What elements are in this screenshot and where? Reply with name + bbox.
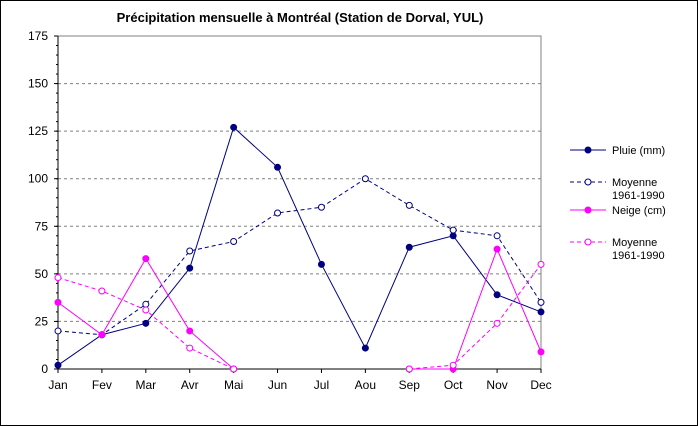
y-tick-label: 175 (28, 29, 48, 43)
data-point (230, 365, 238, 373)
data-point (54, 327, 62, 335)
x-tick-label: Oct (444, 378, 463, 392)
data-point (186, 327, 194, 335)
data-point (449, 361, 457, 369)
series-line (409, 247, 542, 370)
legend-item-2: Neige (cm) (570, 205, 666, 217)
series-line (57, 178, 542, 336)
legend: Pluie (mm) Moyenne 1961-1990 Neige (cm) Moye… (570, 145, 666, 262)
x-tick-label: Mai (224, 378, 243, 392)
x-tick-label: Fev (92, 378, 112, 392)
data-point (449, 226, 457, 234)
data-point (493, 291, 501, 299)
data-point (274, 163, 282, 171)
series-3 (54, 260, 545, 373)
data-point (493, 319, 501, 327)
data-point (537, 260, 545, 268)
legend-item-1: Moyenne 1961-1990 (570, 177, 665, 202)
legend-label: Neige (cm) (612, 205, 666, 217)
legend-marker (584, 146, 592, 154)
y-tick-label: 50 (35, 267, 49, 281)
x-tick-label: Jun (268, 378, 287, 392)
y-tick-label: 150 (28, 77, 48, 91)
x-tick-label: Dec (530, 378, 551, 392)
axes: 0 25 50 75 100 125 150 175 Jan Fev Mar Avr Mai Jun Jul… (28, 29, 552, 392)
x-tick-label: Aou (355, 378, 376, 392)
series-1 (54, 175, 545, 339)
data-point (405, 365, 413, 373)
y-tick-label: 0 (41, 362, 48, 376)
data-point (405, 201, 413, 209)
data-point (317, 203, 325, 211)
data-point (537, 298, 545, 306)
data-point (142, 255, 150, 263)
series-group (54, 123, 545, 373)
data-point (449, 232, 457, 240)
data-point (98, 287, 106, 295)
data-point (361, 175, 369, 183)
chart-title: Précipitation mensuelle à Montréal (Stat… (117, 10, 484, 25)
series-2 (54, 245, 545, 373)
data-point (186, 264, 194, 272)
data-point (142, 319, 150, 327)
data-point (537, 308, 545, 316)
data-point (493, 232, 501, 240)
data-point (230, 123, 238, 131)
data-point (493, 245, 501, 253)
x-tick-label: Mar (135, 378, 156, 392)
data-point (317, 260, 325, 268)
series-line (409, 264, 542, 370)
data-point (54, 274, 62, 282)
x-tick-label: Avr (181, 378, 199, 392)
data-point (274, 209, 282, 217)
legend-label: Moyenne 1961-1990 (612, 177, 665, 202)
grid-lines (58, 83, 541, 322)
series-line (57, 126, 542, 366)
data-point (98, 331, 106, 339)
legend-item-0: Pluie (mm) (570, 145, 665, 157)
data-point (537, 348, 545, 356)
legend-marker (584, 206, 592, 214)
x-tick-label: Sep (399, 378, 421, 392)
legend-label: Pluie (mm) (612, 145, 665, 157)
x-tick-label: Jan (48, 378, 67, 392)
legend-item-3: Moyenne 1961-1990 (570, 237, 665, 262)
data-point (54, 361, 62, 369)
data-point (230, 238, 238, 246)
data-point (142, 306, 150, 314)
legend-marker (584, 238, 592, 246)
data-point (186, 247, 194, 255)
legend-label: Moyenne 1961-1990 (612, 237, 665, 262)
x-tick-label: Nov (486, 378, 507, 392)
plot-area (57, 35, 542, 370)
data-point (186, 344, 194, 352)
data-point (54, 298, 62, 306)
y-tick-label: 125 (28, 124, 48, 138)
data-point (405, 243, 413, 251)
x-tick-label: Jul (314, 378, 329, 392)
series-line (57, 257, 234, 370)
data-point (361, 344, 369, 352)
series-0 (54, 123, 545, 369)
data-point (142, 300, 150, 308)
y-tick-label: 75 (35, 219, 49, 233)
y-tick-label: 25 (35, 314, 49, 328)
y-tick-label: 100 (28, 172, 48, 186)
legend-marker (584, 178, 592, 186)
